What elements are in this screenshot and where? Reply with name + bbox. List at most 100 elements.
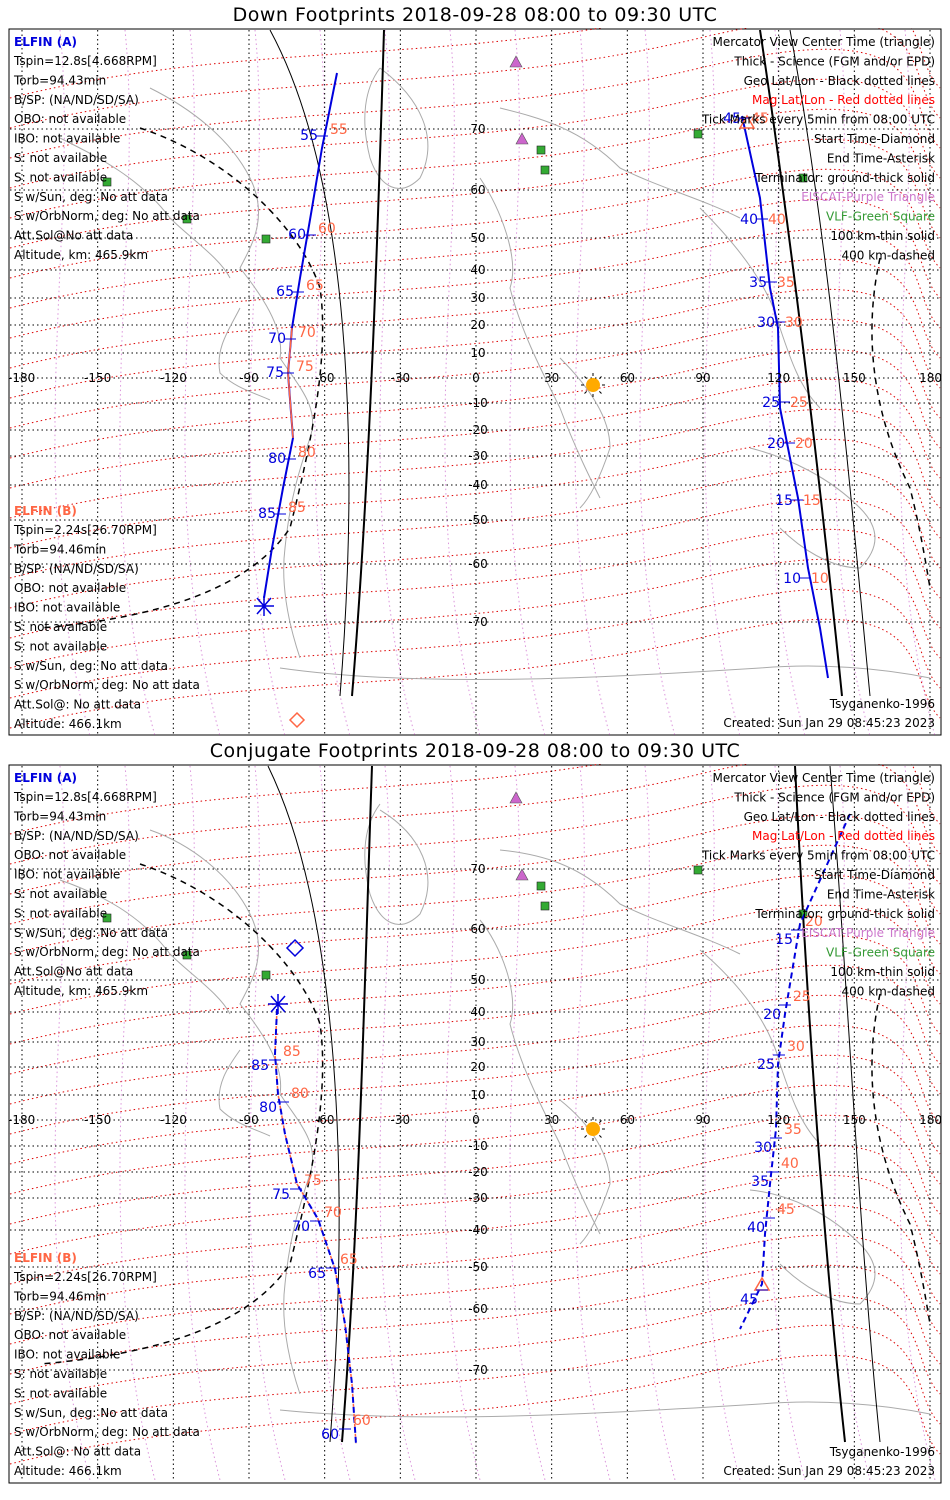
- created-label: Created: Sun Jan 29 08:45:23 2023: [723, 1464, 935, 1478]
- eiscat-station: [509, 791, 523, 804]
- probe-b-info-line: S w/Sun, deg: No att data: [14, 659, 168, 673]
- lat-tick-label: -40: [468, 478, 488, 492]
- coastline: [279, 1401, 931, 1418]
- legend-item: 400 km-dashed: [841, 984, 935, 998]
- legend-item: Mag Lat/Lon - Red dotted lines: [752, 93, 935, 107]
- mag-lat-line: [9, 198, 941, 309]
- probe-a-info-line: IBO: not available: [14, 868, 120, 882]
- probe-b-time-label: 30: [754, 1140, 772, 1156]
- vlf-station: [102, 177, 112, 187]
- legend-item: End Time-Asterisk: [827, 887, 935, 901]
- vlf-station: [693, 129, 703, 139]
- tracks: 55 55 60 60 65 65 70 70 75 75 80 80 85 85 45 45 40 40 35 35…: [254, 72, 829, 729]
- stations: [102, 791, 808, 1141]
- probe-a-info: Tspin=12.8s[4.668RPM] Torb=94.43min B/SP: …: [13, 790, 200, 998]
- lat-tick-label: -10: [468, 1139, 488, 1153]
- end-asterisk-icon: [268, 994, 288, 1014]
- legend-item: VLF-Green Square: [826, 946, 935, 960]
- terminator-line: [341, 765, 373, 1443]
- probe-a-mag-label: 55: [330, 122, 348, 138]
- terminator-line: [267, 765, 340, 1443]
- coastline: [364, 67, 429, 189]
- sun-ray: [599, 391, 602, 394]
- mag-lat-line: [9, 784, 941, 895]
- tracks: 8585808075757070656560601520202525303035…: [251, 813, 851, 1445]
- probe-a-info-line: S: not available: [14, 887, 107, 901]
- probe-a-time-label: 65: [308, 1266, 326, 1282]
- coastlines: [59, 803, 931, 1418]
- probe-b-time-label: 45: [740, 1292, 758, 1308]
- mag-lat-line: [9, 904, 941, 1015]
- lon-tick-label: -150: [84, 1113, 111, 1127]
- vlf-station: [182, 214, 192, 224]
- legend-item: Geo Lat/Lon - Black dotted lines: [744, 810, 935, 824]
- mag-lat-line: [9, 108, 941, 219]
- legend-item: End Time-Asterisk: [827, 151, 935, 165]
- lat-tick-label: 70: [470, 122, 485, 136]
- lon-tick-label: -150: [84, 371, 111, 385]
- mag-lat-line: [9, 528, 941, 639]
- probe-a-info-line: Torb=94.43min: [13, 809, 106, 823]
- probe-a-info-line: Torb=94.43min: [13, 73, 106, 87]
- probe-b-mag-label: 30: [785, 315, 803, 331]
- lat-tick-label: -40: [468, 1223, 488, 1237]
- vlf-station: [798, 173, 808, 183]
- probe-a-mag-label: 70: [324, 1205, 342, 1221]
- mag-lat-line: [9, 28, 941, 99]
- legend-item: Mercator View Center Time (triangle): [713, 35, 935, 49]
- mag-lat-line: [9, 468, 941, 579]
- lat-tick-label: 60: [470, 183, 485, 197]
- terminator-line: [794, 765, 846, 1443]
- probe-b-time-label: 30: [757, 315, 775, 331]
- probe-b-info-line: S: not available: [14, 1386, 107, 1400]
- sun-ray: [584, 376, 587, 379]
- probe-a-info: Tspin=12.8s[4.668RPM] Torb=94.43min B/SP: …: [13, 54, 200, 262]
- mag-lat-line: [9, 1174, 941, 1285]
- sun-icon: [586, 378, 600, 392]
- lon-tick-label: 60: [620, 1113, 635, 1127]
- probe-b-mag-label: 45: [777, 1202, 795, 1218]
- model-label: Tsyganenko-1996: [829, 1445, 935, 1459]
- probe-b-info-line: OBO: not available: [14, 581, 126, 595]
- probe-b-mag-label: 45: [751, 111, 769, 127]
- probe-a-time-label: 75: [272, 1187, 290, 1203]
- mag-lat-line: [9, 874, 941, 985]
- probe-b-name: ELFIN (B): [14, 504, 77, 518]
- probe-a-mag-label: 65: [306, 278, 324, 294]
- legend-item: Start Time-Diamond: [814, 132, 935, 146]
- vlf-station: [536, 145, 546, 155]
- mag-lat-line: [9, 764, 941, 865]
- coastline: [479, 177, 601, 499]
- legend-item: 100 km-thin solid: [830, 229, 935, 243]
- probe-b-time-label: 25: [757, 1057, 775, 1073]
- probe-b-time-label: 35: [749, 275, 767, 291]
- coastline: [499, 107, 741, 219]
- mag-lat-line: [9, 1324, 941, 1435]
- lon-tick-label: -120: [160, 1113, 187, 1127]
- probe-b-info-line: OBO: not available: [14, 1328, 126, 1342]
- probe-b-time-label: 45: [723, 111, 741, 127]
- lat-tick-label: 70: [470, 862, 485, 876]
- probe-b-mag-label: 40: [781, 1156, 799, 1172]
- mag-lat-line: [9, 498, 941, 609]
- lat-tick-label: -30: [468, 1191, 488, 1205]
- lon-tick-label: 150: [843, 371, 866, 385]
- lat-tick-label: -70: [468, 1363, 488, 1377]
- probe-b-info-line: S w/OrbNorm, deg: No att data: [14, 1425, 200, 1439]
- lat-tick-label: -20: [468, 423, 488, 437]
- probe-b-mag-label: 20: [805, 914, 823, 930]
- legend-item: Thick - Science (FGM and/or EPD): [733, 790, 935, 804]
- lon-tick-label: 120: [767, 1113, 790, 1127]
- probe-a-mag-label: 75: [296, 359, 314, 375]
- probe-a-time-label: 70: [292, 1219, 310, 1235]
- mag-lat-line: [9, 1054, 941, 1165]
- mag-lat-line: [9, 408, 941, 519]
- probe-a-info-line: IBO: not available: [14, 132, 120, 146]
- lon-tick-label: -90: [239, 1113, 259, 1127]
- sun-ray: [584, 1135, 587, 1138]
- lat-tick-label: -60: [468, 1302, 488, 1316]
- probe-a-info-line: Altitude, km: 465.9km: [14, 248, 148, 262]
- probe-a-mag-track: [274, 1008, 357, 1445]
- lon-tick-label: 180: [919, 1113, 942, 1127]
- mag-lat-line: [9, 28, 941, 129]
